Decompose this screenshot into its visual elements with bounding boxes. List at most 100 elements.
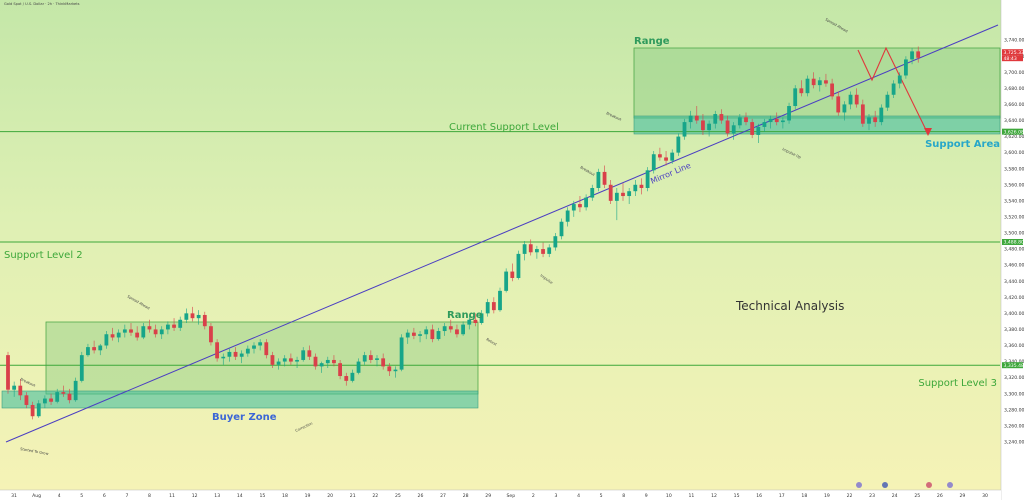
candle-body bbox=[319, 363, 324, 367]
buyer-zone-label: Buyer Zone bbox=[212, 412, 277, 423]
candle-body bbox=[639, 184, 644, 188]
candle-body bbox=[344, 376, 349, 381]
candle bbox=[719, 109, 724, 124]
candle bbox=[627, 187, 632, 205]
x-tick-label: 6 bbox=[103, 493, 106, 499]
x-tick-label: Sep bbox=[506, 493, 515, 499]
candle bbox=[436, 327, 441, 341]
candle-body bbox=[824, 80, 828, 84]
candle-body bbox=[867, 117, 871, 124]
candle-body bbox=[245, 348, 250, 354]
x-tick-label: 13 bbox=[214, 493, 220, 499]
candle bbox=[676, 133, 681, 156]
candle bbox=[793, 85, 798, 110]
candle bbox=[86, 343, 90, 357]
y-tick-label: 3,560.00 bbox=[1004, 182, 1024, 188]
candle bbox=[98, 343, 103, 356]
candle bbox=[276, 358, 281, 370]
candle-body bbox=[190, 313, 195, 319]
x-tick-label: 8 bbox=[148, 493, 151, 499]
candle-body bbox=[836, 96, 841, 113]
candle bbox=[774, 112, 779, 126]
candle-body bbox=[658, 154, 662, 158]
candle-body bbox=[553, 236, 558, 248]
candle bbox=[448, 319, 453, 333]
last-price-tag: 3,725.33 bbox=[1004, 50, 1024, 56]
candle-body bbox=[196, 314, 201, 319]
candle-body bbox=[547, 247, 552, 254]
candle bbox=[30, 401, 35, 420]
x-axis-panel bbox=[0, 490, 1001, 500]
candle bbox=[92, 340, 96, 354]
candle-body bbox=[688, 115, 693, 123]
candle bbox=[233, 347, 238, 360]
candle-body bbox=[30, 404, 35, 417]
candle bbox=[860, 99, 865, 127]
candle bbox=[805, 75, 810, 97]
candle-body bbox=[172, 324, 176, 328]
candle bbox=[412, 327, 416, 340]
x-tick-label: 22 bbox=[372, 493, 378, 499]
candle bbox=[319, 361, 324, 373]
candle-body bbox=[737, 117, 742, 126]
x-tick-label: 2 bbox=[532, 493, 535, 499]
x-tick-label: 29 bbox=[485, 493, 491, 499]
candle-body bbox=[873, 117, 878, 123]
candle bbox=[559, 218, 564, 240]
candle-body bbox=[774, 118, 779, 123]
x-tick-label: 15 bbox=[734, 493, 740, 499]
candle bbox=[350, 369, 355, 383]
candle-body bbox=[399, 337, 404, 370]
candle-body bbox=[368, 355, 373, 360]
candle-body bbox=[215, 342, 219, 359]
last-price-timer-bg bbox=[1002, 55, 1023, 62]
candle-body bbox=[375, 358, 379, 360]
candle-body bbox=[430, 329, 435, 340]
y-tick-label: 3,340.00 bbox=[1004, 359, 1024, 365]
candle bbox=[215, 339, 219, 362]
current-support-tag: 3,626.08 bbox=[1004, 129, 1024, 135]
range-zone-top bbox=[633, 47, 1001, 119]
candle-body bbox=[860, 104, 865, 124]
candle-body bbox=[744, 117, 748, 123]
correction-note: Correction bbox=[295, 421, 314, 432]
candle-body bbox=[498, 290, 502, 311]
y-tick-label: 3,600.00 bbox=[1004, 150, 1024, 156]
x-tick-label: 14 bbox=[237, 493, 243, 499]
x-tick-label: 18 bbox=[801, 493, 807, 499]
candle bbox=[485, 298, 490, 317]
candle-body bbox=[153, 329, 158, 335]
support-area-label: Support Area bbox=[925, 139, 1000, 150]
candle bbox=[455, 324, 459, 338]
candle bbox=[221, 353, 226, 365]
candle bbox=[621, 183, 625, 201]
candle bbox=[430, 324, 435, 343]
candle bbox=[178, 316, 183, 332]
candle bbox=[307, 345, 312, 360]
candle bbox=[867, 114, 871, 131]
candle-body bbox=[694, 115, 699, 121]
candle bbox=[633, 179, 638, 197]
buyer-zone bbox=[1, 390, 479, 409]
candle bbox=[473, 313, 478, 327]
candle-body bbox=[264, 342, 269, 356]
candle bbox=[375, 355, 379, 367]
candle-body bbox=[885, 94, 890, 108]
candle-body bbox=[282, 358, 287, 362]
candle-body bbox=[910, 51, 914, 60]
candle bbox=[6, 351, 10, 394]
impulse-note: Impulse bbox=[539, 274, 554, 286]
y-tick-label: 3,660.00 bbox=[1004, 102, 1024, 108]
x-tick-label: 7 bbox=[125, 493, 128, 499]
candle-body bbox=[448, 326, 453, 330]
candle-body bbox=[799, 88, 804, 94]
candle-body bbox=[541, 249, 545, 254]
candle bbox=[18, 379, 23, 401]
candle-body bbox=[455, 329, 459, 335]
candle bbox=[147, 319, 152, 333]
candle bbox=[547, 244, 552, 258]
candle-body bbox=[424, 329, 429, 335]
candle-body bbox=[270, 355, 275, 365]
candle bbox=[787, 102, 791, 124]
